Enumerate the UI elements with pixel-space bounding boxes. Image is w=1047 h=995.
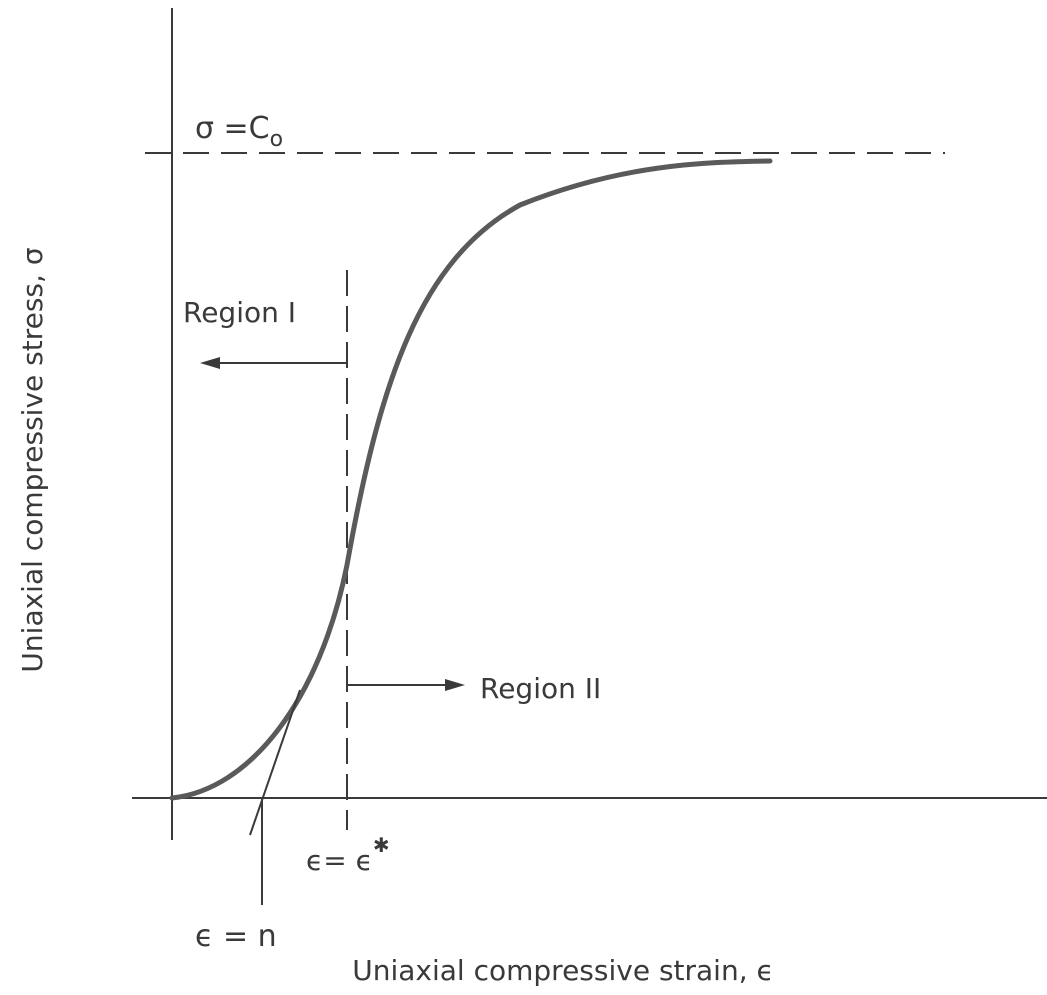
region2-label: Region II (480, 672, 601, 705)
region1-arrowhead (200, 357, 220, 369)
svg-text:σ =Co: σ =Co (195, 111, 283, 152)
region2-arrowhead (445, 679, 465, 691)
svg-text:ϵ= ϵ✱: ϵ= ϵ✱ (306, 833, 390, 877)
region1-label: Region I (183, 296, 296, 329)
y-axis-label: Uniaxial compressive stress, σ (16, 247, 49, 672)
x-axis-label: Uniaxial compressive strain, ϵ (352, 954, 774, 987)
eps-star-label: ϵ= ϵ (306, 844, 373, 877)
eps-n-label: ϵ = n (195, 919, 277, 954)
tangent-line (249, 689, 301, 836)
limit-subscript: o (270, 127, 283, 152)
stress-strain-curve (169, 158, 773, 801)
limit-label: σ =C (195, 111, 270, 146)
eps-star-superscript: ✱ (373, 833, 390, 857)
